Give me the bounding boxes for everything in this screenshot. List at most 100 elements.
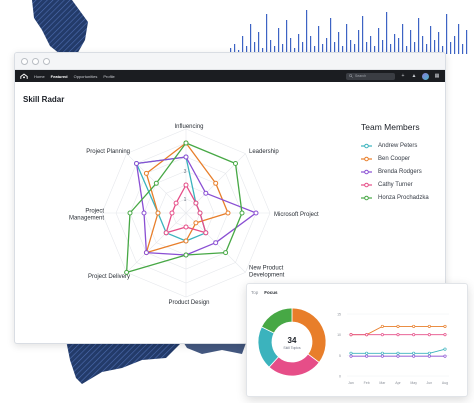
line-chart-y-tick: 15	[337, 313, 341, 317]
decor-bar	[426, 44, 428, 54]
line-chart-point	[412, 354, 416, 358]
legend-label: Honza Prochadzka	[378, 195, 429, 202]
decor-bar	[398, 38, 400, 54]
tab-focus[interactable]: Focus	[264, 290, 278, 295]
legend-item[interactable]: Cathy Turner	[361, 179, 429, 192]
line-chart-point	[365, 333, 369, 337]
decor-bar	[286, 20, 288, 54]
card-tabs: Top Focus	[251, 290, 278, 295]
decor-bar	[418, 18, 420, 54]
nav-item-home[interactable]: Home	[34, 73, 45, 79]
line-chart-x-tick: Jan	[348, 381, 354, 385]
legend-item[interactable]: Andrew Peters	[361, 139, 429, 152]
legend-marker-dot	[364, 182, 369, 188]
legend-marker-dot	[364, 196, 369, 201]
line-chart: 15 10 5 0 Jan Feb Mar Apr May Jun Aug	[337, 313, 449, 385]
line-chart-point	[396, 354, 400, 358]
line-chart-point	[396, 333, 400, 337]
nav-item-profile[interactable]: Profile	[103, 73, 115, 79]
decor-bar	[350, 40, 352, 54]
line-chart-point	[427, 324, 431, 328]
line-chart-point	[380, 351, 384, 355]
nav-item-featured[interactable]: Featured	[50, 73, 68, 79]
line-chart-point	[412, 333, 416, 337]
decor-bar	[366, 42, 368, 54]
legend-marker-icon	[361, 156, 372, 162]
decor-bar	[294, 48, 296, 54]
legend-label: Ben Cooper	[378, 155, 411, 162]
line-chart-x-tick: Apr	[395, 381, 401, 385]
line-chart-point	[443, 347, 447, 351]
line-chart-point	[427, 333, 431, 337]
decor-bar	[310, 36, 312, 54]
donut-center-label: Skill Topics	[283, 346, 300, 350]
line-chart-y-tick: 10	[337, 333, 341, 337]
nav-item-opportunities[interactable]: Opportunities	[73, 73, 98, 79]
legend-item[interactable]: Brenda Rodgers	[361, 165, 429, 178]
decor-bar	[318, 26, 320, 54]
decor-bar	[386, 12, 388, 54]
decor-bar	[430, 26, 432, 54]
decor-bar	[258, 32, 260, 54]
search-input[interactable]: Search	[346, 72, 395, 80]
legend-item[interactable]: Ben Cooper	[361, 152, 429, 165]
decor-bar	[458, 24, 460, 54]
line-chart-point	[380, 324, 384, 328]
grid-icon[interactable]: ▦	[434, 73, 440, 79]
window-dot-close[interactable]	[21, 57, 28, 65]
decor-bar	[330, 18, 332, 54]
line-chart-point	[427, 354, 431, 358]
line-chart-x-tick: Mar	[379, 381, 386, 385]
legend-label: Cathy Turner	[378, 182, 413, 189]
legend-marker-dot	[364, 156, 369, 162]
legend-marker-icon	[361, 169, 372, 175]
decor-bar	[270, 40, 272, 54]
legend-title: Team Members	[361, 122, 420, 132]
decor-bar	[454, 36, 456, 54]
line-chart-point	[380, 333, 384, 337]
line-chart-point	[365, 354, 369, 358]
decor-bar	[390, 44, 392, 54]
avatar[interactable]	[422, 72, 429, 80]
stats-card: Top Focus 34 Skill Topics 15 10 5 0 Jan Feb Mar…	[246, 283, 468, 397]
tab-top[interactable]: Top	[251, 290, 259, 295]
window-dot-maximize[interactable]	[43, 57, 50, 65]
decor-bar	[250, 24, 252, 54]
line-chart-point	[396, 324, 400, 328]
plus-icon[interactable]: +	[401, 73, 405, 79]
line-chart-x-tick: Feb	[364, 381, 370, 385]
donut-center-value: 34	[288, 336, 297, 345]
decor-bar	[434, 40, 436, 54]
decor-bar	[314, 46, 316, 54]
decor-bar	[354, 44, 356, 54]
decor-bar	[466, 30, 468, 54]
decor-bar	[346, 24, 348, 54]
decor-bar	[438, 32, 440, 54]
top-navbar: Home Featured Opportunities Profile Sear…	[15, 70, 445, 82]
decor-bar	[446, 14, 448, 54]
decor-bar	[342, 46, 344, 54]
legend-marker-dot	[364, 169, 369, 175]
decor-bar	[322, 44, 324, 54]
line-chart-point	[412, 351, 416, 355]
legend-marker-icon	[361, 182, 372, 188]
decor-bar	[394, 34, 396, 54]
decor-bar	[242, 36, 244, 54]
decor-bar	[254, 42, 256, 54]
company-logo-icon[interactable]	[20, 73, 28, 80]
decor-bar	[234, 44, 236, 54]
line-chart-point	[349, 354, 353, 358]
decor-bar	[298, 34, 300, 54]
legend-marker-icon	[361, 143, 372, 148]
window-dot-minimize[interactable]	[32, 57, 39, 65]
legend-item[interactable]: Honza Prochadzka	[361, 192, 429, 205]
decor-bar	[278, 28, 280, 54]
decor-bar	[306, 10, 308, 54]
decor-bar	[262, 48, 264, 54]
bell-icon[interactable]: ▲	[411, 73, 417, 79]
line-chart-point	[427, 351, 431, 355]
decor-bar	[410, 30, 412, 54]
decorative-bars	[230, 10, 468, 54]
decorative-shape-bottom	[66, 340, 247, 384]
chart-legend: Andrew Peters Ben Cooper Brenda Rodgers Cat…	[361, 139, 429, 205]
